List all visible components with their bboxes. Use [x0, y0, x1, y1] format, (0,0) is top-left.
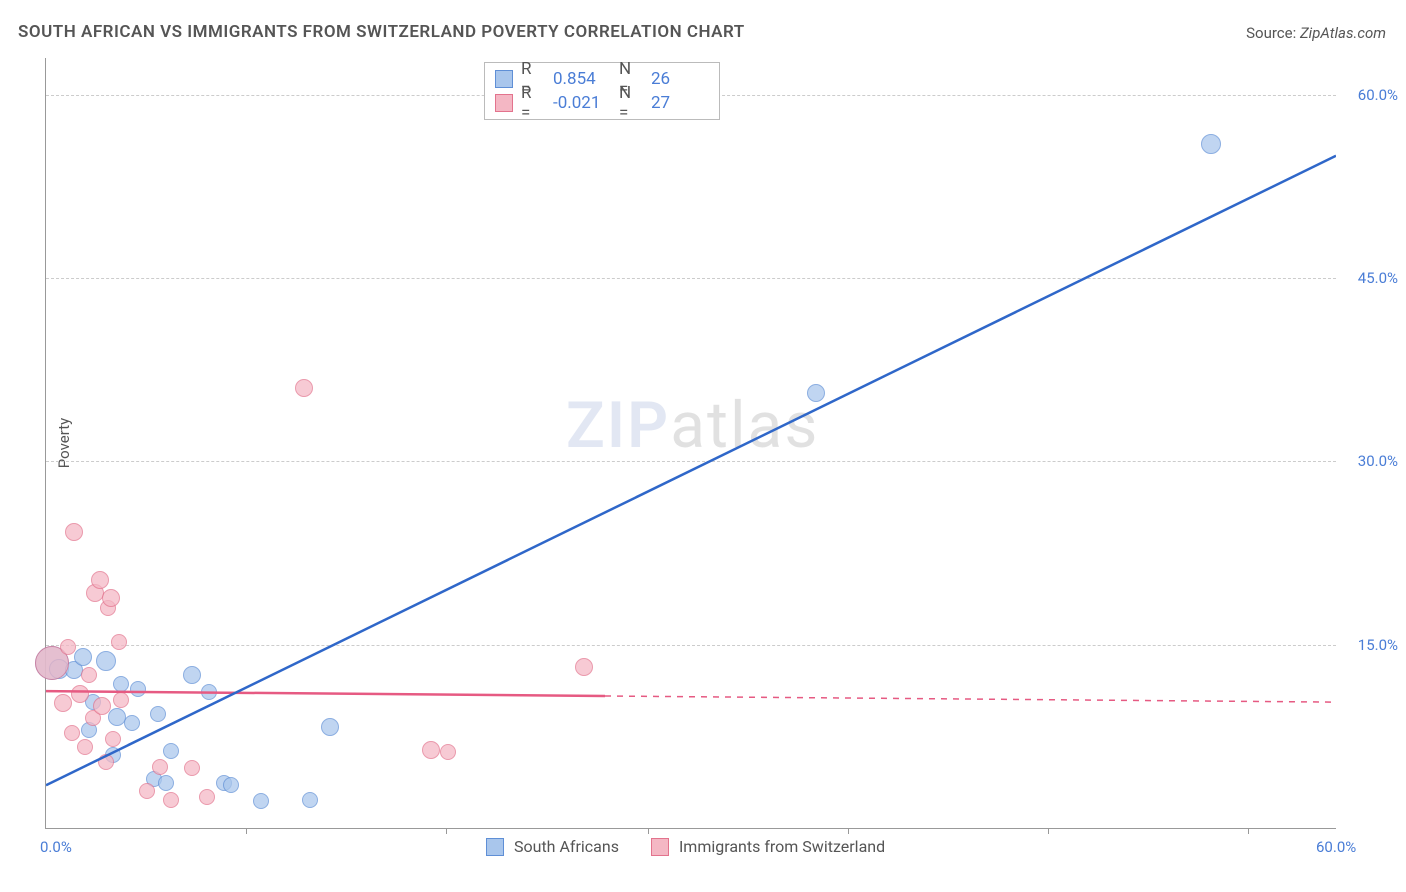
data-point-sa — [150, 706, 166, 722]
chart-title: SOUTH AFRICAN VS IMMIGRANTS FROM SWITZER… — [18, 22, 745, 42]
data-point-sw — [91, 571, 109, 589]
data-point-sa — [113, 676, 129, 692]
data-point-sa — [124, 715, 140, 731]
stats-box: R = 0.854 N = 26R =-0.021N =27 — [484, 62, 720, 120]
legend-swatch — [651, 838, 669, 856]
data-point-sw — [65, 523, 83, 541]
watermark: ZIPatlas — [566, 388, 819, 463]
data-point-sa — [130, 681, 146, 697]
stat-N-label: N = — [619, 83, 643, 123]
data-point-sw — [184, 760, 200, 776]
y-tick-label: 60.0% — [1358, 86, 1398, 104]
stat-R-value: -0.021 — [553, 93, 611, 113]
data-point-sw — [102, 589, 120, 607]
y-tick-label: 45.0% — [1358, 269, 1398, 287]
data-point-sa — [321, 718, 339, 736]
source-name: ZipAtlas.com — [1300, 24, 1386, 42]
source-label: Source: ZipAtlas.com — [1246, 24, 1386, 42]
watermark-atlas: atlas — [670, 388, 819, 463]
legend-label: South Africans — [514, 837, 619, 856]
data-point-sa — [183, 666, 201, 684]
legend-swatch — [486, 838, 504, 856]
legend-swatch — [495, 70, 513, 88]
data-point-sa — [253, 793, 269, 809]
x-tick-mark — [446, 828, 447, 834]
legend: South Africans Immigrants from Switzerlan… — [486, 837, 907, 856]
data-point-sw — [64, 725, 80, 741]
gridline — [46, 461, 1336, 462]
x-tick-mark — [1048, 828, 1049, 834]
stat-R-value: 0.854 — [553, 69, 611, 89]
data-point-sw — [77, 739, 93, 755]
data-point-sa — [74, 648, 92, 666]
data-point-sw — [93, 697, 111, 715]
data-point-sw — [575, 658, 593, 676]
x-tick-mark — [848, 828, 849, 834]
data-point-sw — [113, 692, 129, 708]
trend-lines — [46, 58, 1336, 828]
data-point-sw — [440, 744, 456, 760]
data-point-sw — [163, 792, 179, 808]
data-point-sa — [223, 777, 239, 793]
x-tick-mark — [1248, 828, 1249, 834]
gridline — [46, 278, 1336, 279]
legend-label: Immigrants from Switzerland — [679, 837, 885, 856]
gridline — [46, 645, 1336, 646]
data-point-sa — [158, 775, 174, 791]
data-point-sw — [295, 379, 313, 397]
data-point-sw — [54, 694, 72, 712]
plot-area: Poverty ZIPatlas 15.0%30.0%45.0%60.0%0.0… — [45, 58, 1336, 829]
data-point-sw — [81, 667, 97, 683]
data-point-sw — [199, 789, 215, 805]
x-tick-mark — [648, 828, 649, 834]
stats-row: R =-0.021N =27 — [495, 91, 709, 115]
y-tick-label: 30.0% — [1358, 452, 1398, 470]
chart-page: { "title": "SOUTH AFRICAN VS IMMIGRANTS … — [0, 0, 1406, 892]
data-point-sw — [139, 783, 155, 799]
data-point-sa — [163, 743, 179, 759]
data-point-sw — [98, 754, 114, 770]
x-tick-label: 60.0% — [1316, 838, 1356, 856]
legend-swatch — [495, 94, 513, 112]
y-tick-label: 15.0% — [1358, 636, 1398, 654]
data-point-sw — [71, 685, 89, 703]
x-tick-label: 0.0% — [40, 838, 72, 856]
data-point-sw — [60, 639, 76, 655]
data-point-sw — [152, 759, 168, 775]
data-point-sa — [1201, 134, 1221, 154]
watermark-zip: ZIP — [566, 388, 670, 463]
data-point-sa — [302, 792, 318, 808]
data-point-sw — [111, 634, 127, 650]
data-point-sa — [807, 384, 825, 402]
data-point-sw — [105, 731, 121, 747]
stat-N-value: 27 — [651, 93, 709, 113]
data-point-sw — [422, 741, 440, 759]
x-tick-mark — [246, 828, 247, 834]
stat-R-label: R = — [521, 83, 545, 123]
source-prefix: Source: — [1246, 24, 1300, 42]
stat-N-value: 26 — [651, 69, 709, 89]
data-point-sa — [96, 651, 116, 671]
data-point-sa — [201, 684, 217, 700]
